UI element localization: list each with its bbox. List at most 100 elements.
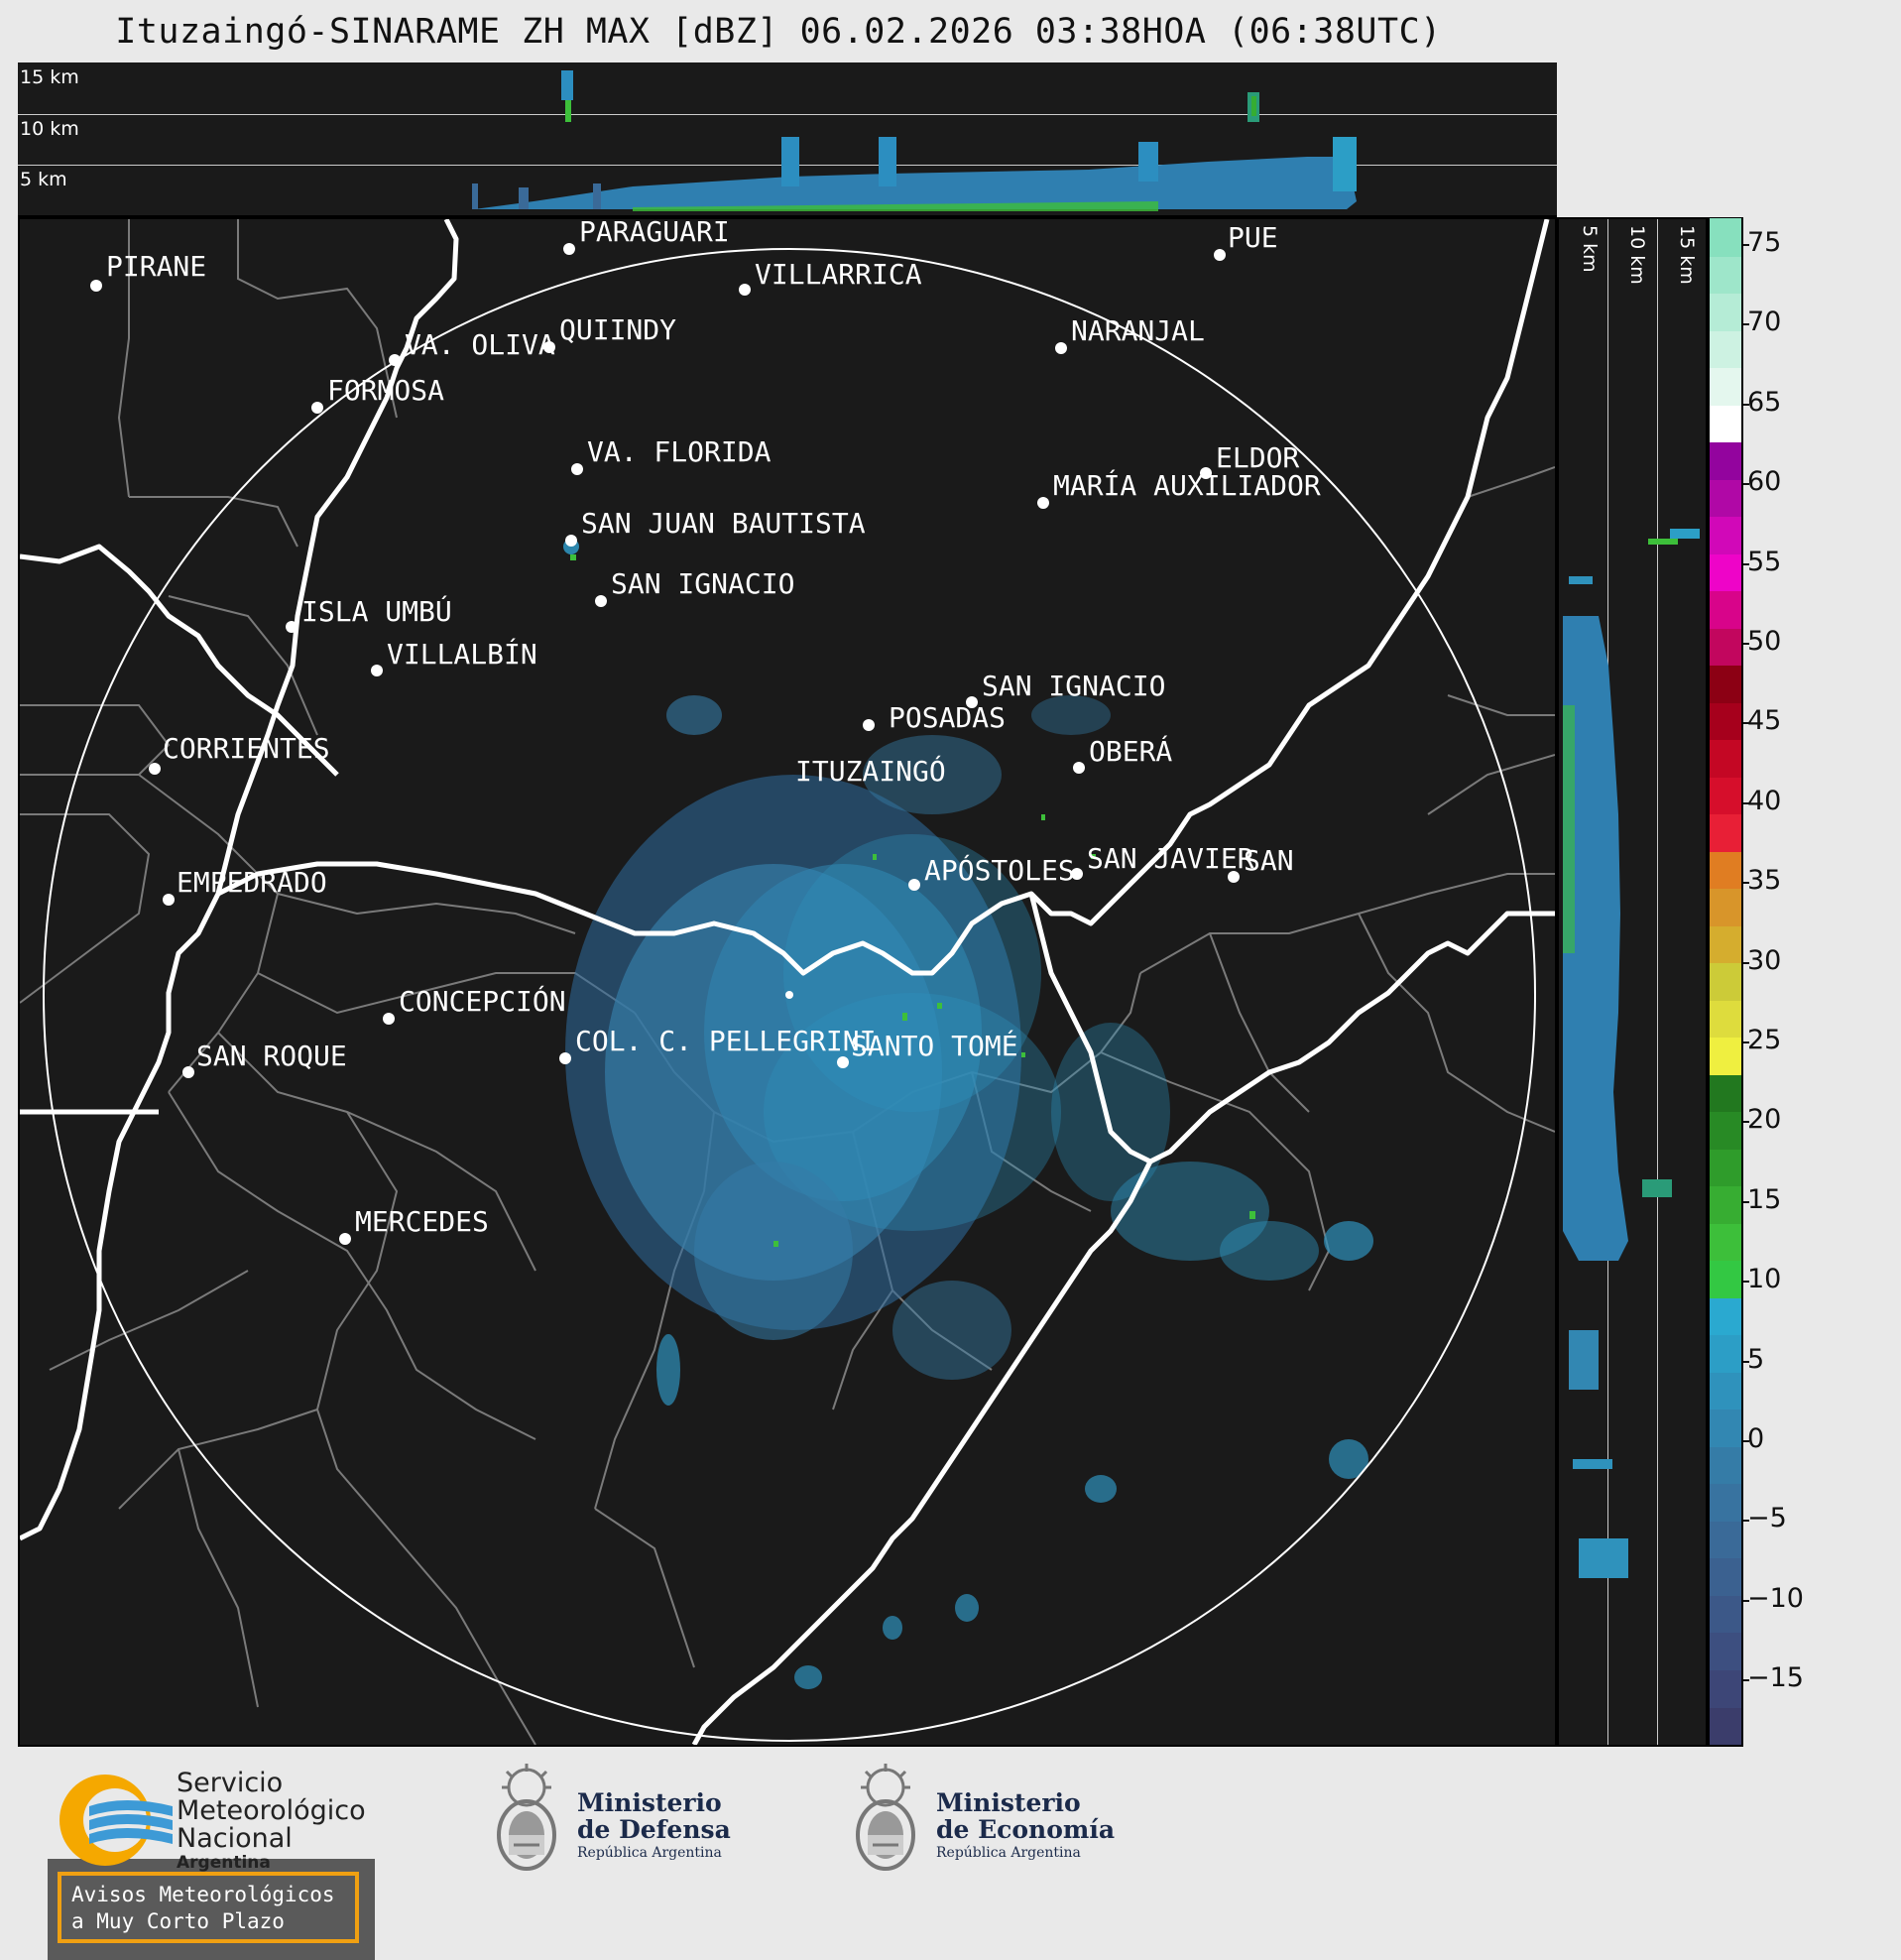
smn-line-3: Nacional (177, 1823, 293, 1854)
colorbar-segment (1710, 516, 1741, 554)
map-title: Ituzaingó-SINARAME ZH MAX [dBZ] 06.02.20… (115, 12, 1442, 52)
colorbar-tick-mark (1743, 1360, 1749, 1363)
place-marker: QUIINDY (543, 313, 676, 353)
colorbar-segment (1710, 553, 1741, 592)
colorbar-tick-label: 30 (1747, 944, 1782, 976)
colorbar-tick-mark (1743, 643, 1749, 645)
smn-logo-mark (59, 1775, 173, 1866)
place-marker: PARAGUARÍ (563, 219, 730, 255)
warnings-notice-box[interactable]: Avisos Meteorológicos a Muy Corto Plazo (58, 1872, 359, 1943)
place-marker: SAN IGNACIO (966, 670, 1165, 708)
smn-line-1: Servicio (177, 1768, 284, 1798)
notice-line-2: a Muy Corto Plazo (71, 1909, 285, 1933)
defensa-line-2: de Defensa (577, 1815, 731, 1844)
colorbar-tick-mark (1743, 1200, 1749, 1203)
top-level-label: 10 km (20, 118, 79, 140)
colorbar-segment (1710, 404, 1741, 443)
place-marker: CONCEPCIÓN (383, 984, 566, 1025)
colorbar-tick-mark (1743, 483, 1749, 486)
place-dot (90, 280, 102, 292)
side-level-label: 10 km (1626, 225, 1648, 285)
colorbar-tick-mark (1743, 323, 1749, 326)
colorbar-segment (1710, 628, 1741, 667)
colorbar-tick-label: 25 (1747, 1025, 1782, 1055)
colorbar-segment (1710, 665, 1741, 703)
colorbar-segment (1710, 1260, 1741, 1298)
place-dot (383, 1013, 395, 1025)
place-label: SAN ROQUE (196, 1040, 347, 1072)
place-marker: SAN IGNACIO (595, 567, 794, 607)
colorbar-tick-label: 40 (1747, 785, 1782, 816)
warnings-notice[interactable]: Avisos Meteorológicos a Muy Corto Plazo (48, 1859, 375, 1960)
colorbar-tick-mark (1743, 1520, 1749, 1523)
place-dot (1071, 868, 1083, 880)
colorbar-tick-label: 70 (1747, 306, 1782, 338)
colorbar-segment (1710, 293, 1741, 331)
place-label: SAN (1244, 844, 1294, 877)
colorbar-segment (1710, 702, 1741, 741)
place-dot (559, 1052, 571, 1064)
place-marker: APÓSTOLES (908, 853, 1075, 891)
colorbar-tick-label: 0 (1747, 1423, 1765, 1454)
economia-line-3: República Argentina (936, 1845, 1081, 1861)
colorbar (1708, 217, 1743, 1747)
place-marker: POSADAS (863, 701, 1006, 734)
colorbar-tick-mark (1743, 1679, 1749, 1682)
place-marker: SANTO TOMÉ (837, 1029, 1018, 1068)
place-dot (1200, 467, 1212, 479)
place-dot (1214, 249, 1226, 261)
colorbar-segment (1710, 1074, 1741, 1113)
place-dot (163, 894, 175, 906)
side-level-label: 15 km (1676, 225, 1698, 285)
place-label: NARANJAL (1071, 314, 1205, 347)
place-marker: SAN ROQUE (182, 1040, 347, 1078)
side-echoes (1563, 529, 1700, 1578)
smn-logo-text: Servicio Meteorológico Nacional Argentin… (177, 1768, 366, 1874)
place-dot (571, 463, 583, 475)
colorbar-tick-mark (1743, 801, 1749, 804)
colorbar-segment (1710, 739, 1741, 778)
place-dot (1055, 342, 1067, 354)
place-dot (863, 719, 875, 731)
coat-of-arms-icon (856, 1764, 915, 1871)
colorbar-segment (1710, 925, 1741, 964)
colorbar-segment (1710, 1223, 1741, 1262)
place-marker: FORMOSA (311, 374, 444, 414)
economia-line-1: Ministerio (936, 1788, 1081, 1817)
place-label: MERCEDES (355, 1205, 489, 1238)
radar-map-panel[interactable]: PIRANE PARAGUARÍ VILLARRICA QUIINDY VA. OLIV… (18, 217, 1557, 1960)
side-level-label: 5 km (1579, 225, 1601, 273)
place-label: EMPEDRADO (177, 866, 327, 899)
colorbar-tick-mark (1743, 882, 1749, 885)
colorbar-segment (1710, 1372, 1741, 1410)
place-dot (739, 284, 751, 296)
place-dot (908, 879, 920, 891)
place-marker: ELDOR (1200, 441, 1299, 479)
colorbar-tick-mark (1743, 562, 1749, 565)
colorbar-tick-label: −10 (1747, 1582, 1804, 1614)
colorbar-segment (1710, 1557, 1741, 1596)
place-label: SAN IGNACIO (982, 670, 1165, 702)
place-marker: PUE (1214, 221, 1278, 261)
place-dot (149, 763, 161, 775)
place-dot (1228, 871, 1240, 883)
place-marker: VA. FLORIDA (571, 435, 772, 475)
place-dot (182, 1066, 194, 1078)
colorbar-segment (1710, 1669, 1741, 1708)
colorbar-segment (1710, 1521, 1741, 1559)
colorbar-segment (1710, 441, 1741, 480)
place-label: APÓSTOLES (924, 853, 1075, 887)
place-dot (339, 1233, 351, 1245)
place-label: MARÍA AUXILIADOR (1053, 468, 1321, 502)
colorbar-segment (1710, 888, 1741, 926)
colorbar-segment (1710, 367, 1741, 406)
colorbar-segment (1710, 218, 1741, 257)
place-dot (595, 595, 607, 607)
colorbar-tick-mark (1743, 1599, 1749, 1602)
place-marker: SAN JAVIER (1071, 842, 1254, 880)
place-label: FORMOSA (327, 374, 444, 407)
place-label: CORRIENTES (163, 732, 330, 765)
economia-logo-text: Ministerio de Economía República Argenti… (936, 1789, 1115, 1863)
top-cross-section-panel: 15 km 10 km 5 km (18, 62, 1557, 218)
colorbar-segment (1710, 1037, 1741, 1075)
